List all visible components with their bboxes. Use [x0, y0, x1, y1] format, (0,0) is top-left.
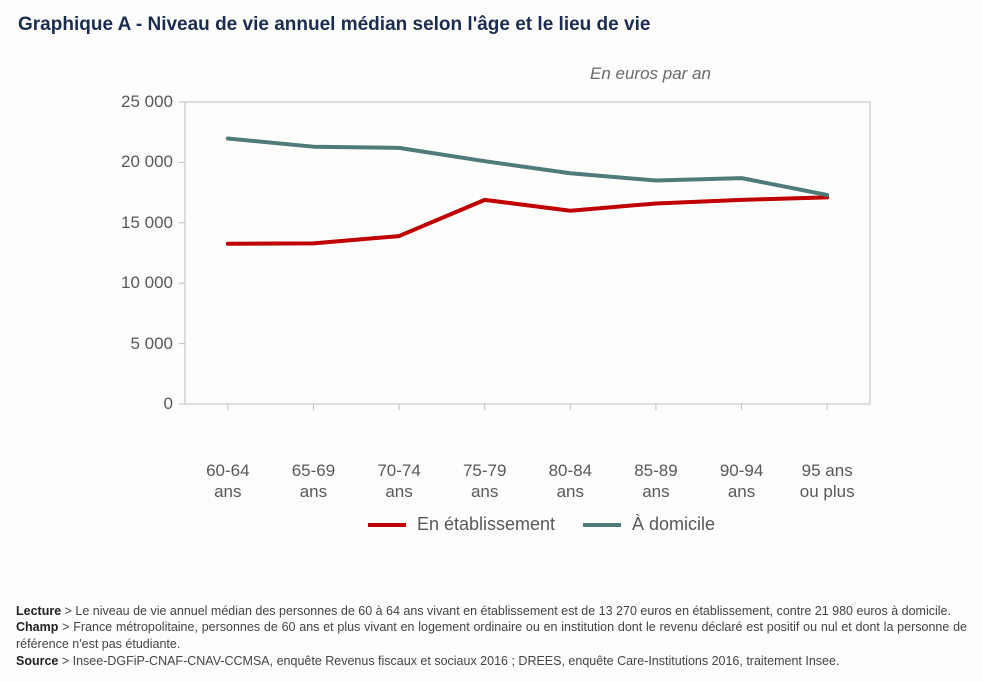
x-tick-label: 90-94ans [697, 460, 787, 503]
y-tick-label: 25 000 [121, 92, 173, 112]
y-tick-label: 15 000 [121, 213, 173, 233]
y-tick-label: 10 000 [121, 273, 173, 293]
x-tick-label: 75-79ans [440, 460, 530, 503]
line-chart: 05 00010 00015 00020 00025 00060-64ans65… [130, 94, 880, 454]
legend-item: À domicile [583, 514, 715, 535]
footnotes: Lecture > Le niveau de vie annuel médian… [16, 603, 967, 671]
legend-label: En établissement [417, 514, 555, 534]
x-tick-label: 65-69ans [268, 460, 358, 503]
footnote-lecture: Lecture > Le niveau de vie annuel médian… [16, 603, 967, 620]
legend-item: En établissement [368, 514, 555, 535]
y-tick-label: 0 [164, 394, 173, 414]
y-tick-label: 20 000 [121, 152, 173, 172]
x-tick-label: 85-89ans [611, 460, 701, 503]
y-tick-label: 5 000 [130, 334, 173, 354]
footnote-champ: Champ > France métropolitaine, personnes… [16, 619, 967, 653]
legend: En établissement À domicile [100, 514, 983, 535]
x-tick-label: 80-84ans [525, 460, 615, 503]
legend-swatch-domicile [583, 523, 621, 527]
x-tick-label: 60-64ans [183, 460, 273, 503]
legend-label: À domicile [632, 514, 715, 534]
footnote-source: Source > Insee-DGFiP-CNAF-CNAV-CCMSA, en… [16, 653, 967, 670]
chart-svg [130, 94, 880, 424]
x-tick-label: 70-74ans [354, 460, 444, 503]
x-tick-label: 95 ansou plus [782, 460, 872, 503]
chart-subtitle: En euros par an [0, 36, 983, 88]
legend-swatch-etablissement [368, 523, 406, 527]
chart-title: Graphique A - Niveau de vie annuel média… [0, 0, 983, 36]
